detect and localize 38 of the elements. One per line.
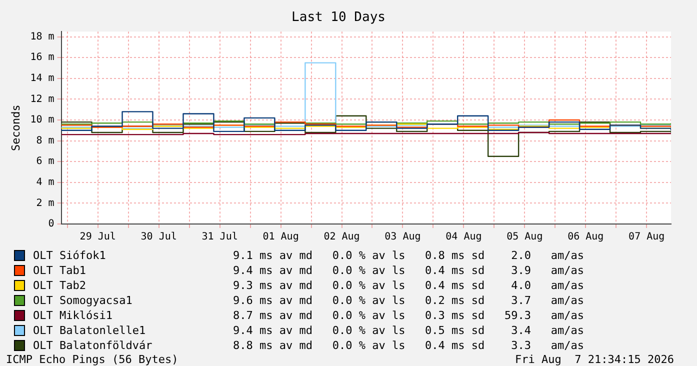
x-tick-label: 29 Jul: [80, 232, 116, 243]
legend-label: OLT Miklósi1: [33, 309, 114, 322]
text: 9.6 ms av md 0.0 % av ls 0.2 ms sd 3.7 am/as: [233, 294, 584, 307]
x-tick-label: 02 Aug: [324, 232, 360, 243]
chart-title: Last 10 Days: [292, 10, 386, 26]
x-tick-label: 05 Aug: [506, 232, 543, 243]
legend-label: OLT Siófok1: [33, 249, 107, 262]
x-tick-label: 31 Jul: [202, 232, 238, 243]
y-tick-label: 4 m: [36, 176, 54, 188]
legend-label: OLT Balatonlelle1: [33, 324, 147, 337]
text: Fri Aug 7 21:34:15 2026: [515, 353, 674, 366]
y-tick-label: 12 m: [30, 94, 54, 105]
text: 8.7 ms av md 0.0 % av ls 0.3 ms sd 59.3 am/as: [233, 309, 584, 322]
x-tick-label: 06 Aug: [568, 232, 604, 243]
text: 9.1 ms av md 0.0 % av ls 0.8 ms sd 2.0 am/as: [233, 249, 584, 262]
text: 8.8 ms av md 0.0 % av ls 0.4 ms sd 3.3 am/as: [233, 339, 584, 352]
y-tick-label: 0: [48, 218, 54, 230]
text: 9.3 ms av md 0.0 % av ls 0.4 ms sd 4.0 am/as: [233, 279, 584, 292]
x-tick-label: 30 Jul: [140, 232, 177, 243]
legend-label: OLT Tab2: [33, 279, 87, 292]
y-tick-label: 10 m: [30, 114, 54, 126]
y-tick-label: 18 m: [30, 31, 54, 42]
legend-label: OLT Balatonföldvár: [33, 339, 154, 352]
x-tick-label: 07 Aug: [628, 232, 665, 243]
y-tick-label: 14 m: [30, 72, 54, 84]
legend-label: OLT Somogyacsa1: [33, 294, 134, 307]
text: 9.4 ms av md 0.0 % av ls 0.5 ms sd 3.4 am/as: [233, 324, 584, 337]
x-tick-label: 04 Aug: [446, 232, 482, 243]
x-tick-label: 03 Aug: [384, 232, 421, 243]
y-tick-label: 16 m: [30, 52, 54, 64]
text: ICMP Echo Pings (56 Bytes): [6, 353, 178, 366]
y-tick-label: 8 m: [36, 135, 54, 146]
text: 9.4 ms av md 0.0 % av ls 0.4 ms sd 3.9 am/as: [233, 264, 584, 277]
y-tick-label: 6 m: [36, 156, 54, 168]
x-tick-label: 01 Aug: [262, 232, 299, 243]
legend-label: OLT Tab1: [33, 264, 87, 277]
y-tick-label: 2 m: [36, 198, 54, 209]
y-axis-title: Seconds: [9, 104, 22, 151]
